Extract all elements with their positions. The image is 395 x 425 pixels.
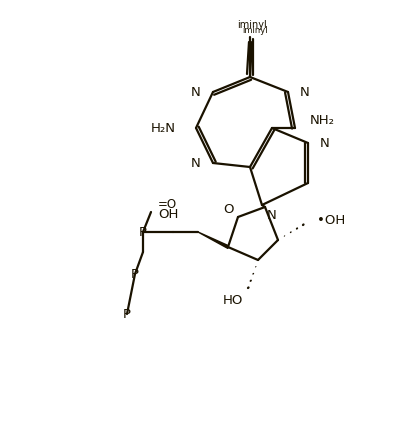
Text: iminyl: iminyl [237,20,267,30]
Text: OH: OH [158,207,179,221]
Text: O: O [223,202,233,215]
Text: =O: =O [158,198,177,210]
Text: N: N [191,156,201,170]
Text: P: P [131,267,139,280]
Text: •OH: •OH [317,213,345,227]
Text: HO: HO [223,294,243,306]
Text: N: N [300,85,310,99]
Text: P: P [123,308,131,320]
Text: NH₂: NH₂ [310,113,335,127]
Text: P: P [139,226,147,238]
Text: N: N [267,209,277,221]
Polygon shape [198,232,228,249]
Text: iminyl: iminyl [242,26,268,34]
Text: N: N [191,85,201,99]
Text: N: N [320,136,330,150]
Text: H₂N: H₂N [151,122,176,134]
